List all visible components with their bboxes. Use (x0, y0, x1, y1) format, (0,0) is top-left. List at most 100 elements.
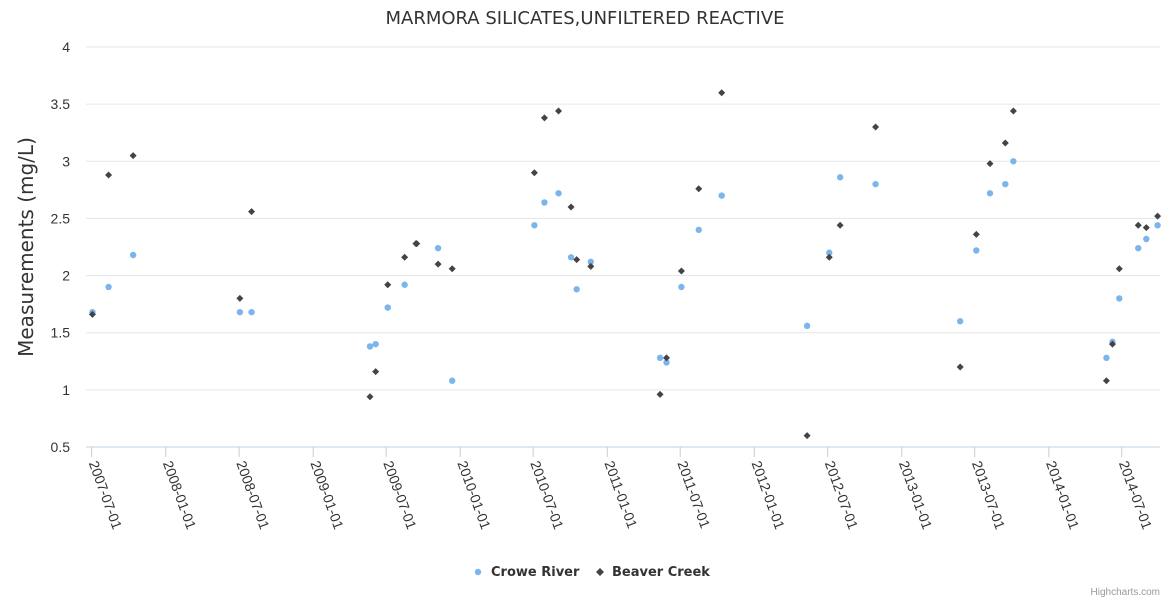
gridlines (86, 46, 1160, 448)
data-point[interactable] (663, 354, 671, 362)
data-point[interactable] (972, 230, 980, 238)
data-point[interactable] (1010, 158, 1017, 165)
data-point[interactable] (366, 343, 374, 350)
data-point[interactable] (826, 249, 833, 256)
data-point[interactable] (105, 283, 112, 291)
data-point[interactable] (1103, 354, 1110, 362)
data-point[interactable] (825, 253, 833, 261)
data-point[interactable] (555, 190, 562, 197)
data-point[interactable] (836, 221, 844, 229)
x-axis-ticks: 2007-07-01 2008-01-01 2008-07-01 2009-01-01… (86, 447, 1156, 532)
y-axis-label: Measurements (mg/L) (14, 137, 38, 357)
x-tick-label: 2007-07-01 (86, 459, 126, 532)
data-point[interactable] (695, 226, 702, 234)
data-point[interactable] (956, 318, 964, 325)
x-tick-label: 2014-01-01 (1043, 459, 1083, 532)
data-point[interactable] (1102, 377, 1110, 385)
data-point[interactable] (1001, 139, 1009, 147)
data-point[interactable] (129, 251, 137, 259)
data-point[interactable] (1154, 222, 1161, 229)
data-point[interactable] (372, 340, 379, 348)
data-point[interactable] (573, 256, 581, 264)
data-point[interactable] (531, 222, 538, 229)
data-point[interactable] (413, 240, 421, 248)
data-point[interactable] (434, 244, 442, 252)
credits-link[interactable]: Highcharts.com (1091, 587, 1160, 598)
data-point[interactable] (986, 160, 994, 168)
x-tick-label: 2013-01-01 (896, 459, 936, 532)
x-tick-label: 2010-07-01 (527, 459, 567, 532)
data-point[interactable] (88, 310, 96, 318)
legend-item-beaver-creek[interactable]: Beaver Creek (596, 565, 710, 580)
data-point[interactable] (587, 258, 594, 266)
data-point[interactable] (541, 199, 548, 206)
data-point[interactable] (248, 208, 256, 216)
data-point[interactable] (540, 114, 548, 122)
data-point[interactable] (718, 192, 725, 199)
data-point[interactable] (401, 281, 408, 288)
data-point[interactable] (678, 283, 685, 291)
data-point[interactable] (1142, 224, 1150, 232)
y-tick-label: 0.5 (51, 439, 71, 455)
x-tick-label: 2009-01-01 (307, 459, 347, 532)
data-point[interactable] (956, 363, 964, 371)
series-beaver-creek (88, 89, 1162, 440)
y-tick-label: 2.5 (51, 210, 71, 226)
data-point[interactable] (1115, 265, 1123, 273)
data-point[interactable] (872, 123, 880, 131)
data-point[interactable] (384, 304, 391, 311)
data-point[interactable] (803, 322, 811, 330)
data-point[interactable] (448, 377, 456, 384)
data-point[interactable] (973, 247, 980, 254)
data-point[interactable] (1108, 340, 1116, 348)
data-point[interactable] (1154, 212, 1162, 220)
data-point[interactable] (434, 260, 442, 268)
y-tick-label: 3.5 (51, 96, 71, 112)
data-point[interactable] (448, 265, 456, 273)
legend-marker-beaver-creek (596, 568, 604, 576)
data-point[interactable] (401, 253, 409, 261)
data-point[interactable] (1002, 180, 1009, 188)
x-tick-label: 2012-07-01 (822, 459, 862, 532)
legend: Crowe River Beaver Creek (474, 565, 710, 580)
data-point[interactable] (836, 174, 844, 181)
y-tick-label: 2 (62, 268, 70, 284)
data-point[interactable] (384, 281, 392, 289)
data-point[interactable] (677, 267, 685, 275)
x-tick-label: 2012-01-01 (749, 459, 789, 532)
data-point[interactable] (1135, 244, 1142, 252)
x-tick-label: 2008-07-01 (233, 459, 273, 532)
data-point[interactable] (1009, 107, 1017, 115)
data-point[interactable] (567, 203, 575, 211)
data-point[interactable] (663, 359, 670, 366)
data-point[interactable] (872, 180, 879, 188)
data-point[interactable] (573, 286, 580, 293)
data-point[interactable] (1116, 295, 1123, 302)
data-point[interactable] (656, 390, 664, 398)
data-point[interactable] (372, 368, 380, 376)
data-point[interactable] (236, 308, 244, 316)
data-point[interactable] (1143, 235, 1150, 243)
data-point[interactable] (986, 190, 994, 197)
legend-item-crowe-river[interactable]: Crowe River (474, 565, 580, 580)
data-point[interactable] (248, 308, 255, 316)
data-point[interactable] (555, 107, 563, 115)
data-point[interactable] (656, 354, 664, 362)
data-point[interactable] (236, 294, 244, 302)
x-tick-label: 2013-07-01 (969, 459, 1009, 532)
data-point[interactable] (718, 89, 726, 97)
legend-marker-crowe-river (474, 568, 482, 576)
data-point[interactable] (567, 254, 575, 261)
data-point[interactable] (530, 169, 538, 177)
data-point[interactable] (803, 432, 811, 440)
x-tick-label: 2008-01-01 (160, 459, 200, 532)
data-point[interactable] (695, 185, 703, 193)
data-point[interactable] (129, 152, 137, 160)
x-tick-label: 2010-01-01 (454, 459, 494, 532)
data-point[interactable] (587, 262, 595, 270)
data-point[interactable] (1134, 221, 1142, 229)
data-point[interactable] (105, 171, 113, 179)
data-point[interactable] (366, 393, 374, 401)
x-tick-label: 2011-01-01 (601, 459, 640, 531)
